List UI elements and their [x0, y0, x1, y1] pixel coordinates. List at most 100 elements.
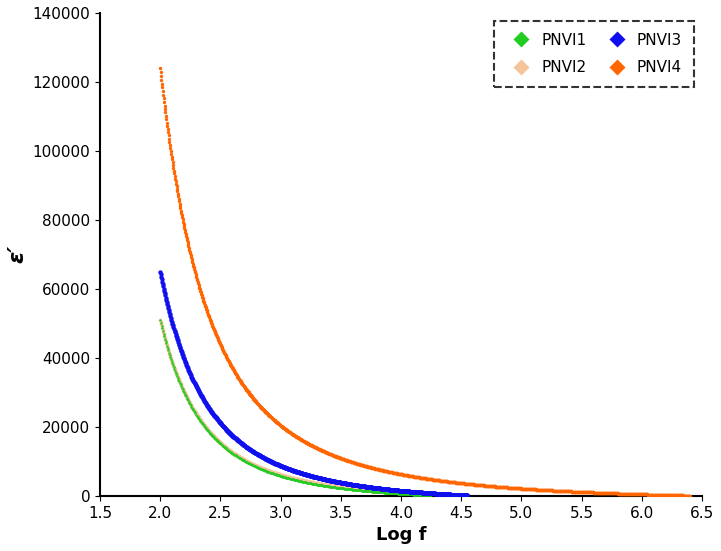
- Point: [365, 485, 376, 494]
- Point: [417, 490, 428, 499]
- Point: [229, 450, 241, 458]
- Point: [189, 408, 200, 417]
- Point: [301, 471, 313, 479]
- Point: [580, 488, 592, 496]
- Point: [518, 484, 529, 493]
- Point: [621, 489, 632, 498]
- Point: [198, 298, 210, 306]
- Point: [177, 349, 188, 358]
- Point: [322, 476, 334, 484]
- Point: [198, 396, 210, 404]
- Point: [269, 458, 280, 467]
- Point: [241, 456, 252, 465]
- Point: [236, 380, 248, 388]
- Point: [291, 476, 303, 485]
- Point: [412, 488, 423, 496]
- Point: [266, 468, 278, 477]
- Point: [166, 355, 177, 364]
- Point: [280, 473, 292, 482]
- Point: [588, 488, 600, 497]
- Point: [341, 456, 353, 464]
- Point: [196, 392, 208, 401]
- Point: [274, 420, 286, 429]
- Point: [412, 489, 424, 498]
- Point: [200, 398, 211, 407]
- Point: [439, 477, 451, 485]
- Point: [342, 479, 354, 488]
- Point: [189, 408, 200, 417]
- Point: [609, 489, 620, 498]
- Point: [288, 431, 300, 440]
- Point: [529, 485, 541, 494]
- Point: [208, 325, 219, 333]
- Point: [185, 402, 197, 411]
- Point: [317, 446, 328, 455]
- Point: [464, 479, 475, 488]
- Point: [430, 489, 441, 498]
- Point: [459, 479, 471, 488]
- Point: [354, 486, 366, 495]
- Point: [425, 489, 436, 498]
- Point: [516, 484, 528, 493]
- Point: [402, 490, 414, 499]
- Point: [205, 428, 216, 437]
- Point: [438, 477, 450, 485]
- Point: [244, 390, 256, 398]
- Point: [437, 477, 448, 485]
- Point: [173, 375, 185, 384]
- Point: [263, 456, 275, 465]
- Point: [347, 484, 358, 493]
- Point: [233, 453, 244, 462]
- Point: [658, 490, 669, 499]
- Point: [370, 483, 381, 492]
- Point: [544, 486, 556, 495]
- Point: [373, 465, 384, 474]
- Point: [497, 483, 508, 491]
- Point: [416, 489, 428, 498]
- Point: [417, 490, 429, 499]
- Point: [606, 489, 617, 498]
- Point: [392, 486, 403, 495]
- Point: [262, 466, 274, 475]
- Point: [210, 434, 221, 442]
- Point: [459, 479, 470, 488]
- Point: [178, 387, 190, 396]
- Point: [212, 436, 224, 445]
- Point: [445, 478, 456, 487]
- Point: [582, 488, 593, 496]
- Point: [490, 482, 502, 491]
- Point: [254, 451, 265, 460]
- Point: [208, 432, 219, 441]
- Point: [455, 479, 466, 488]
- Point: [641, 490, 653, 499]
- Point: [480, 481, 492, 490]
- Point: [175, 381, 187, 390]
- Point: [217, 440, 229, 449]
- Point: [178, 388, 190, 397]
- Point: [257, 465, 268, 474]
- Point: [345, 480, 356, 489]
- Point: [242, 457, 254, 466]
- Point: [224, 447, 236, 456]
- Point: [185, 401, 197, 410]
- Point: [232, 452, 244, 461]
- Point: [329, 477, 341, 486]
- Point: [228, 449, 239, 457]
- Point: [407, 490, 419, 499]
- Point: [302, 471, 314, 479]
- Point: [249, 395, 260, 404]
- Point: [420, 489, 431, 498]
- Point: [258, 406, 270, 414]
- Point: [560, 487, 572, 496]
- Point: [245, 460, 257, 469]
- Point: [431, 490, 443, 499]
- Point: [268, 415, 280, 424]
- Point: [550, 486, 562, 495]
- Point: [283, 428, 295, 436]
- Point: [363, 462, 374, 471]
- Point: [327, 483, 339, 491]
- Point: [317, 480, 329, 489]
- Point: [511, 484, 523, 493]
- Point: [561, 487, 572, 496]
- Point: [371, 484, 382, 493]
